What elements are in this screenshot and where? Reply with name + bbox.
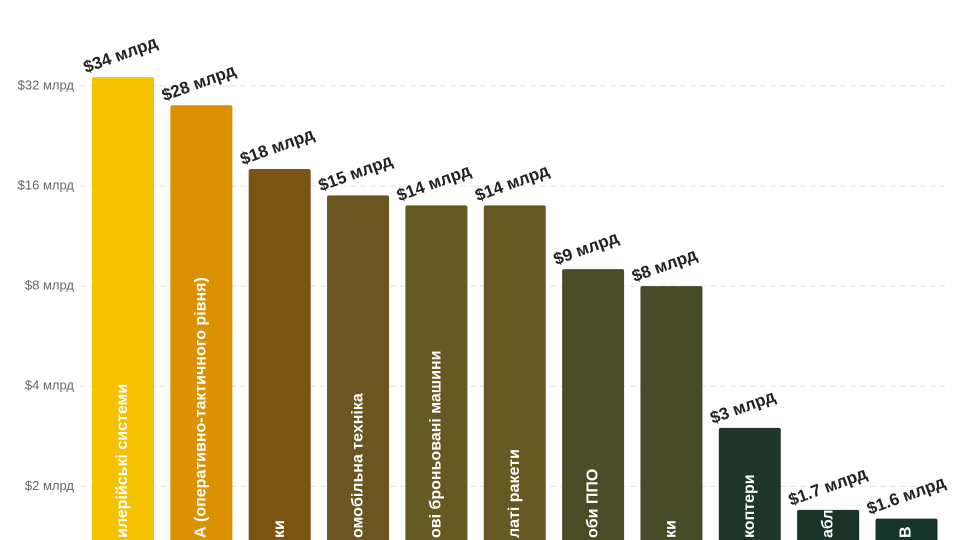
category-label: коптери	[741, 474, 758, 538]
bar	[797, 509, 860, 540]
bar	[562, 269, 625, 540]
bar	[875, 518, 938, 540]
category-label: ові броньовані машини	[428, 351, 445, 538]
y-tick-label: $32 млрд	[18, 77, 75, 92]
bar	[248, 169, 311, 540]
y-tick-label: $16 млрд	[18, 177, 75, 192]
category-label: аблі	[819, 505, 836, 538]
category-label: илерійські системи	[114, 384, 131, 538]
category-label: ки	[663, 520, 680, 538]
value-label: $14 млрд	[473, 161, 552, 205]
value-label: $3 млрд	[708, 386, 778, 427]
category-label: ки	[271, 520, 288, 538]
value-label: $28 млрд	[159, 61, 238, 105]
value-label: $1.7 млрд	[786, 464, 870, 510]
value-label: $34 млрд	[81, 33, 160, 77]
bar	[92, 77, 154, 540]
y-tick-label: $2 млрд	[25, 478, 75, 493]
value-label: $9 млрд	[551, 228, 621, 269]
category-label: омобільна техніка	[349, 393, 366, 538]
category-label: оби ППО	[584, 469, 601, 538]
y-tick-label: $4 млрд	[25, 378, 75, 393]
bar	[483, 205, 546, 540]
category-label: В	[898, 526, 915, 538]
value-label: $14 млрд	[394, 161, 473, 205]
value-label: $8 млрд	[629, 245, 699, 286]
value-label: $18 млрд	[238, 124, 317, 168]
value-label: $1.6 млрд	[864, 472, 948, 518]
bar	[718, 427, 781, 540]
value-label: $15 млрд	[316, 151, 395, 195]
y-tick-label: $8 млрд	[25, 278, 75, 293]
bar	[405, 205, 468, 540]
category-label: А (оперативно-тактичного рівня)	[193, 277, 210, 538]
bar	[327, 195, 390, 540]
category-label: латі ракети	[506, 449, 523, 538]
bar	[640, 286, 703, 540]
bar	[170, 105, 233, 540]
